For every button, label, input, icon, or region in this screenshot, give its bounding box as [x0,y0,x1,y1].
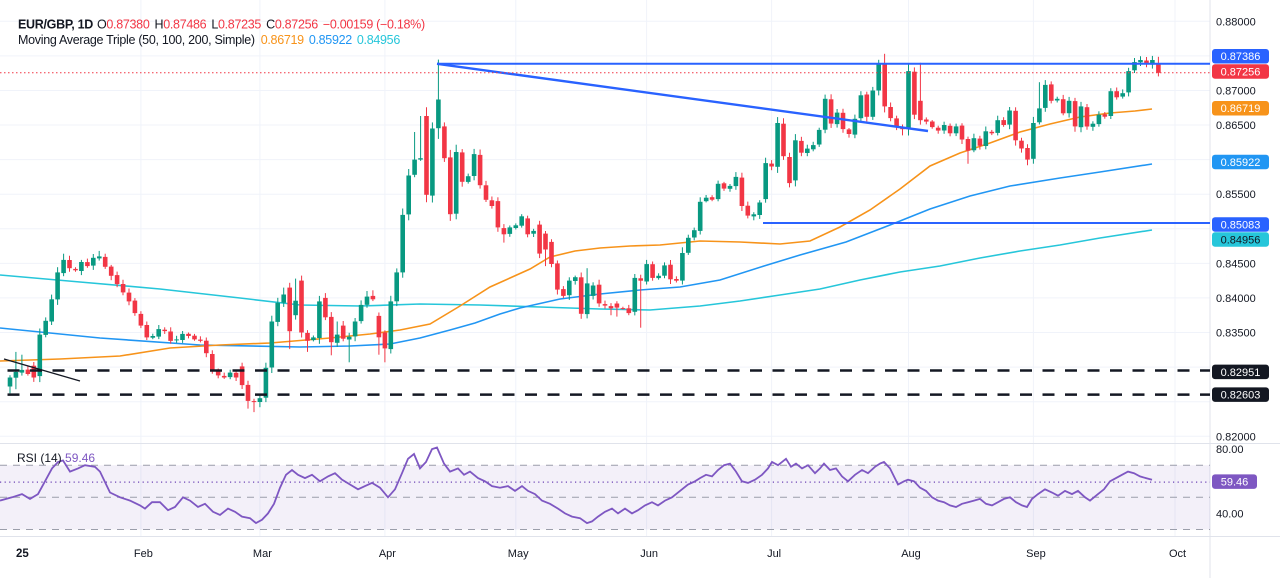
svg-text:0.82000: 0.82000 [1216,431,1256,443]
svg-text:Jun: Jun [640,548,658,560]
svg-text:RSI (14) 59.46: RSI (14) 59.46 [17,451,95,465]
svg-text:0.85922: 0.85922 [1221,157,1261,169]
svg-text:0.84500: 0.84500 [1216,258,1256,270]
svg-text:0.82951: 0.82951 [1221,367,1261,379]
svg-text:Apr: Apr [379,548,396,560]
svg-text:80.00: 80.00 [1216,444,1244,456]
svg-text:Aug: Aug [901,548,921,560]
svg-text:Jul: Jul [767,548,781,560]
svg-text:0.88000: 0.88000 [1216,16,1256,28]
svg-text:Oct: Oct [1169,548,1186,560]
svg-text:0.84956: 0.84956 [1221,235,1261,247]
svg-text:Moving Average Triple (50, 100: Moving Average Triple (50, 100, 200, Sim… [18,33,400,47]
svg-text:0.87386: 0.87386 [1221,51,1261,63]
svg-text:40.00: 40.00 [1216,508,1244,520]
svg-text:Mar: Mar [253,548,272,560]
svg-text:May: May [508,548,529,560]
svg-text:0.86500: 0.86500 [1216,120,1256,132]
svg-text:0.87256: 0.87256 [1221,67,1261,79]
svg-text:Feb: Feb [134,548,153,560]
svg-text:0.87000: 0.87000 [1216,86,1256,98]
svg-text:Sep: Sep [1026,548,1046,560]
svg-text:59.46: 59.46 [1221,477,1249,489]
svg-text:0.84000: 0.84000 [1216,293,1256,305]
svg-text:0.85083: 0.85083 [1221,220,1261,232]
svg-text:0.83500: 0.83500 [1216,328,1256,340]
svg-text:25: 25 [16,548,29,560]
svg-text:0.85500: 0.85500 [1216,189,1256,201]
svg-text:0.82603: 0.82603 [1221,390,1261,402]
svg-text:0.86719: 0.86719 [1221,103,1261,115]
